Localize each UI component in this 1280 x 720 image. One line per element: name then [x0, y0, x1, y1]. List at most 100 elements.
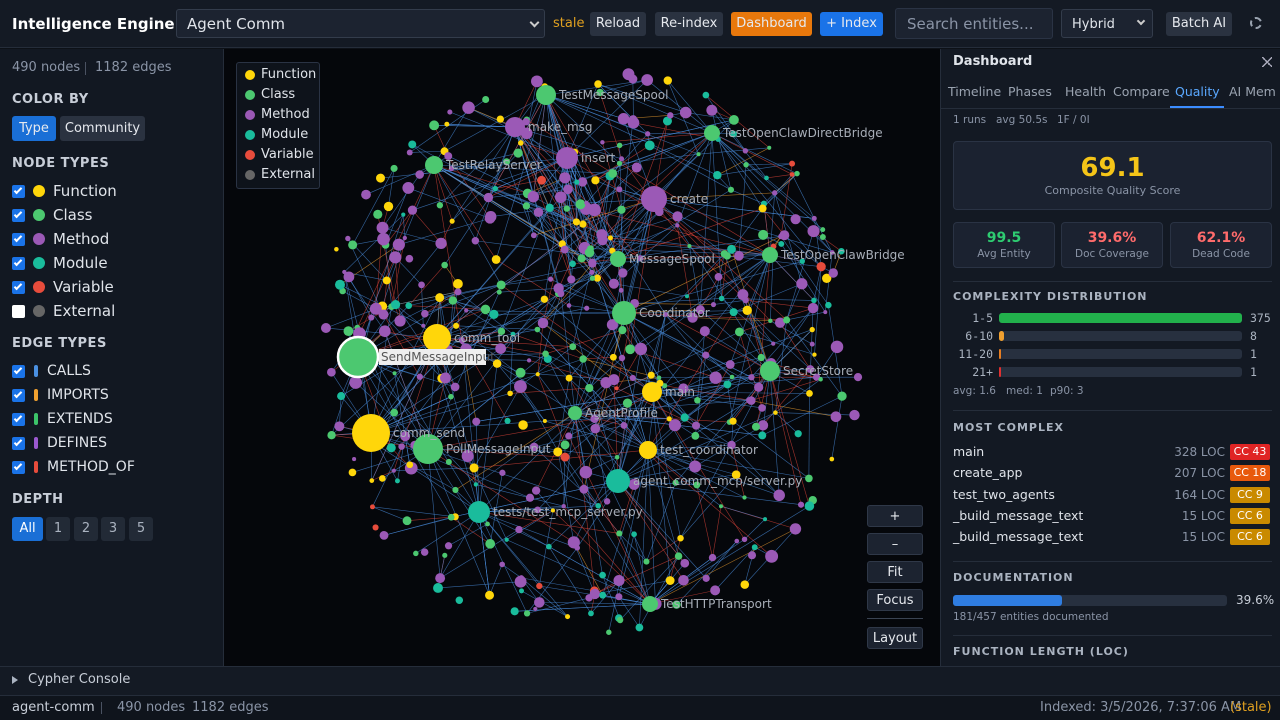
depth-button[interactable]: 1	[46, 517, 70, 541]
checkbox[interactable]	[12, 305, 25, 318]
zoom-control[interactable]: Layout	[867, 627, 923, 649]
graph-node	[392, 371, 397, 376]
graph-node	[462, 101, 475, 114]
mode-select[interactable]: Hybrid	[1061, 9, 1153, 38]
edge	[429, 341, 480, 513]
edge	[574, 358, 584, 414]
zoom-control[interactable]: –	[867, 533, 923, 555]
edge	[478, 511, 568, 617]
dashboard-tab[interactable]: Phases	[1008, 84, 1052, 99]
bin-count: 1	[1250, 347, 1257, 361]
type-dot	[33, 281, 45, 293]
edge	[676, 540, 738, 605]
depth-button[interactable]: All	[12, 517, 43, 541]
edge	[395, 304, 446, 379]
checkbox[interactable]	[12, 461, 25, 474]
graph-node	[444, 152, 453, 161]
graph-node	[665, 576, 675, 585]
edge	[512, 333, 584, 360]
run-meta: 1F / 0I	[1057, 114, 1090, 126]
edge	[597, 83, 648, 135]
graph-node	[567, 536, 580, 549]
checkbox[interactable]	[12, 281, 25, 294]
header-button[interactable]: + Index	[820, 12, 883, 36]
depth-button[interactable]: 3	[101, 517, 125, 541]
edge	[383, 516, 456, 536]
graph-node	[616, 142, 623, 149]
checkbox[interactable]	[12, 437, 25, 450]
graph-node	[805, 474, 813, 483]
graph-node	[442, 552, 448, 558]
edge	[451, 517, 491, 545]
edge	[382, 174, 420, 228]
graph-node	[579, 465, 593, 479]
graph-node	[391, 468, 396, 473]
score-label: Composite Quality Score	[1044, 184, 1181, 197]
edge	[786, 319, 843, 397]
zoom-control[interactable]: Focus	[867, 589, 923, 611]
settings-icon[interactable]	[1250, 17, 1262, 29]
header-button[interactable]: Re-index	[655, 12, 723, 36]
header-button[interactable]: Dashboard	[731, 12, 812, 36]
graph-node	[594, 80, 602, 88]
header-button[interactable]: Reload	[590, 12, 646, 36]
checkbox[interactable]	[12, 365, 25, 378]
batch-button[interactable]: Batch AI	[1166, 12, 1232, 36]
checkbox[interactable]	[12, 389, 25, 402]
edge	[711, 132, 823, 230]
edge	[545, 94, 620, 164]
dashboard-tab[interactable]: Quality	[1175, 84, 1220, 99]
console-arrow[interactable]	[12, 676, 18, 684]
edge	[623, 309, 701, 314]
project-select[interactable]: Agent Comm	[176, 9, 545, 38]
dashboard-tab[interactable]: Compare	[1113, 84, 1170, 99]
checkbox[interactable]	[12, 185, 25, 198]
edge	[542, 293, 559, 324]
node-label: TestMessageSpool	[558, 88, 668, 102]
edge	[374, 443, 480, 513]
edge-swatch	[34, 461, 38, 473]
edge	[583, 489, 620, 534]
color-by-button[interactable]: Type	[12, 116, 56, 141]
depth-button[interactable]: 2	[74, 517, 98, 541]
complexity-bar	[999, 331, 1005, 341]
checkbox[interactable]	[12, 257, 25, 270]
color-by-button[interactable]: Community	[60, 116, 145, 141]
edge	[489, 564, 503, 596]
checkbox[interactable]	[12, 413, 25, 426]
edge	[780, 236, 829, 306]
zoom-control[interactable]: +	[867, 505, 923, 527]
edge	[602, 594, 651, 605]
graph-node	[631, 531, 637, 538]
close-icon[interactable]	[1262, 57, 1272, 67]
complexity-bar	[999, 367, 1001, 377]
dashboard-tab[interactable]: AI Mem	[1229, 84, 1276, 99]
console-label[interactable]: Cypher Console	[28, 672, 131, 687]
dashboard-tab[interactable]: Timeline	[948, 84, 1002, 99]
edge	[769, 370, 810, 507]
zoom-control[interactable]: Fit	[867, 561, 923, 583]
edge	[567, 189, 619, 260]
graph-node	[687, 243, 692, 249]
console-bar[interactable]	[0, 666, 1280, 695]
depth-button[interactable]: 5	[129, 517, 153, 541]
graph-node	[830, 411, 842, 423]
edge	[385, 187, 409, 245]
search-input[interactable]: Search entities...	[895, 8, 1053, 39]
graph-node	[662, 116, 672, 126]
edge	[521, 577, 595, 592]
graph-node	[496, 289, 502, 295]
edge	[427, 448, 574, 543]
graph-node	[600, 376, 612, 389]
graph-node	[693, 481, 701, 489]
graph-canvas[interactable]: TestMessageSpool make_msg TestOpenClawDire…	[224, 49, 940, 666]
checkbox[interactable]	[12, 233, 25, 246]
graph-node	[714, 273, 723, 281]
node-label: comm_send	[393, 426, 465, 440]
edge	[572, 260, 594, 347]
edge	[721, 298, 814, 301]
checkbox[interactable]	[12, 209, 25, 222]
graph-node	[565, 374, 573, 382]
edge	[568, 435, 651, 605]
dashboard-tab[interactable]: Health	[1065, 84, 1107, 99]
